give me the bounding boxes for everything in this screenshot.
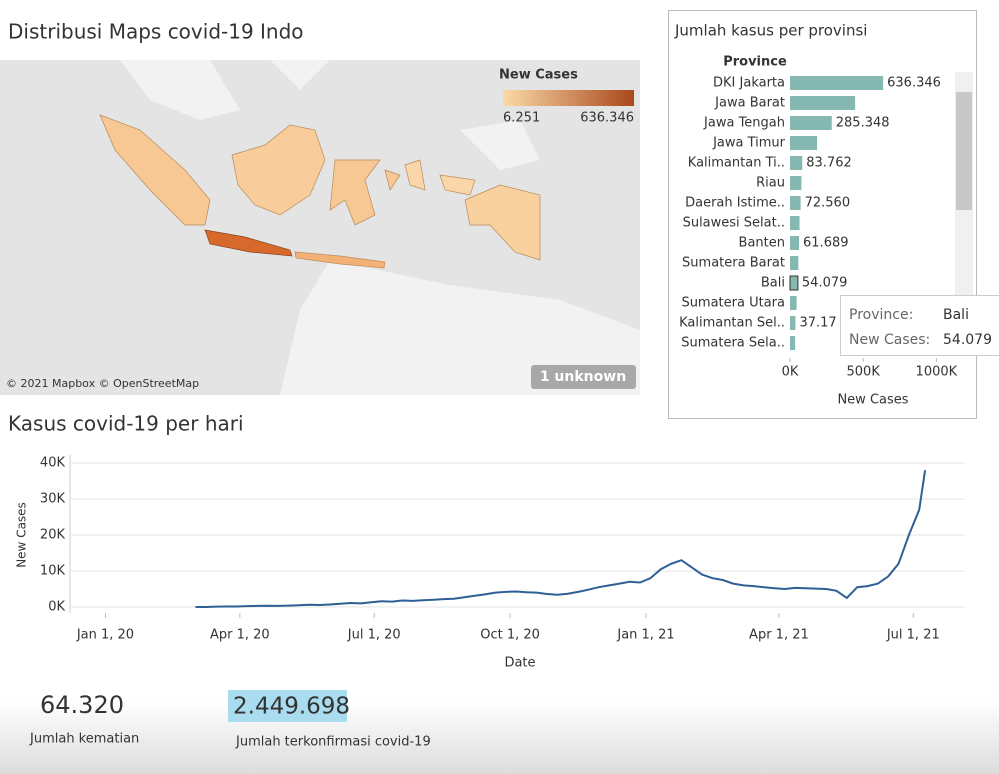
tooltip-value: Bali: [943, 307, 969, 323]
unknown-text[interactable]: 1 unknown: [540, 369, 626, 385]
x-tick-label: 1000K: [916, 365, 958, 380]
y-axis-title: New Cases: [15, 502, 29, 568]
bar: [790, 256, 799, 270]
category-label: Jawa Barat: [714, 96, 785, 111]
category-label: Bali: [761, 276, 785, 291]
line: [195, 470, 927, 608]
line-title: Kasus covid-19 per hari: [8, 412, 244, 436]
bar: [790, 336, 796, 350]
category-label: Daerah Istime..: [685, 196, 785, 211]
map-papua: [464, 184, 541, 261]
x-tick-label: 500K: [847, 365, 881, 380]
y-tick-label: 10K: [40, 564, 66, 579]
bar: [790, 176, 802, 190]
map-kalimantan: [231, 124, 326, 216]
tooltip: Province: Bali New Cases: 54.079: [840, 295, 999, 356]
y-tick-label: 30K: [40, 492, 66, 507]
x-axis-title: New Cases: [837, 393, 908, 408]
map-java: [204, 229, 293, 257]
bar: [790, 116, 832, 130]
bar-panel: [668, 10, 977, 419]
x-tick-label: Apr 1, 20: [210, 628, 270, 643]
map-sumatra: [99, 114, 211, 226]
value-label: 37.17: [799, 316, 836, 331]
value-label: 54.079: [802, 276, 848, 291]
kpi-value: 2.449.698: [233, 694, 350, 720]
category-label: Sumatera Barat: [682, 256, 785, 271]
x-tick-label: 0K: [782, 365, 799, 380]
bar: [790, 216, 800, 230]
x-tick-label: Oct 1, 20: [480, 628, 540, 643]
category-label: Riau: [756, 176, 785, 191]
map-maluku: [404, 159, 476, 196]
legend-min: 6.251: [503, 111, 540, 126]
y-tick-label: 40K: [40, 456, 66, 471]
bar: [790, 296, 797, 310]
footer-shade: [0, 700, 999, 774]
legend-title: New Cases: [499, 68, 578, 83]
map-nusa: [294, 251, 386, 269]
category-label: DKI Jakarta: [713, 76, 785, 91]
bar: [790, 196, 801, 210]
kpi-label: Jumlah kematian: [29, 732, 139, 747]
category-label: Sumatera Sela..: [681, 336, 785, 351]
kpi-highlight: [228, 690, 347, 722]
map-land: [120, 60, 640, 395]
map: New Cases 6.251 636.346 © 2021 Mapbox © …: [0, 60, 640, 395]
value-label: 61.689: [803, 236, 849, 251]
bar: [790, 76, 884, 90]
x-tick-label: Jul 1, 20: [347, 628, 401, 643]
y-tick-label: 0K: [48, 600, 65, 615]
value-label: 285.348: [836, 116, 890, 131]
legend-max: 636.346: [580, 111, 634, 126]
category-label: Banten: [739, 236, 785, 251]
scrollbar-thumb[interactable]: [956, 92, 972, 210]
category-label: Jawa Tengah: [703, 116, 785, 131]
tooltip-label: Province:: [849, 307, 913, 323]
x-axis-title: Date: [504, 656, 535, 671]
legend-gradient: [503, 90, 634, 106]
map-attribution: © 2021 Mapbox © OpenStreetMap: [6, 377, 199, 390]
bar: [789, 275, 799, 291]
x-tick-label: Jul 1, 21: [886, 628, 940, 643]
category-axis-title: Province: [723, 55, 787, 70]
x-tick-label: Jan 1, 21: [616, 628, 674, 643]
map-title: Distribusi Maps covid-19 Indo: [8, 20, 304, 44]
unknown-badge[interactable]: [531, 365, 636, 389]
bar: [790, 236, 800, 250]
value-label: 636.346: [887, 76, 941, 91]
tooltip-label: New Cases:: [849, 332, 930, 348]
category-label: Jawa Timur: [712, 136, 786, 151]
tooltip-box: [840, 295, 999, 356]
y-tick-label: 20K: [40, 528, 66, 543]
x-tick-label: Jan 1, 20: [76, 628, 134, 643]
bar: [790, 156, 803, 170]
x-tick-label: Apr 1, 21: [749, 628, 809, 643]
tooltip-value: 54.079: [943, 332, 992, 348]
map-sulawesi: [329, 159, 401, 226]
bar: [790, 316, 796, 330]
category-label: Sumatera Utara: [681, 296, 785, 311]
value-label: 72.560: [805, 196, 851, 211]
category-label: Kalimantan Sel..: [679, 316, 785, 331]
kpi-label: Jumlah terkonfirmasi covid-19: [235, 735, 431, 750]
category-label: Kalimantan Ti..: [688, 156, 785, 171]
value-label: 83.762: [806, 156, 852, 171]
category-label: Sulawesi Selat..: [683, 216, 785, 231]
kpi-value: 64.320: [40, 691, 124, 719]
bar: [790, 96, 856, 110]
bar-title: Jumlah kasus per provinsi: [674, 22, 867, 40]
bar: [790, 136, 818, 150]
